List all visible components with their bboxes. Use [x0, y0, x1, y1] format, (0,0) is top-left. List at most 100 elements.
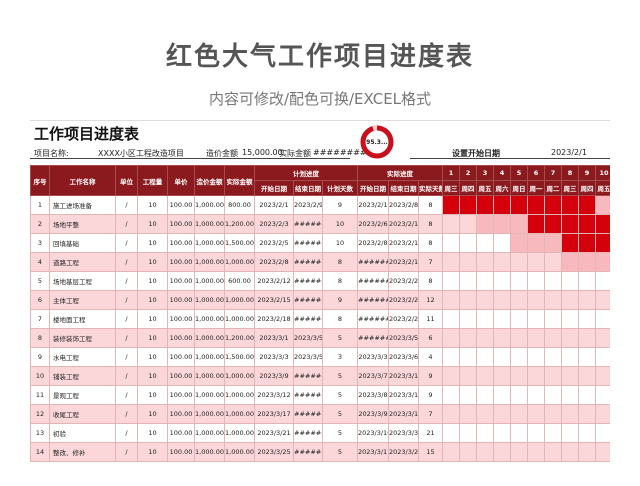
plan-start-cell[interactable]: 2023/3/25	[254, 442, 294, 462]
unit-cell[interactable]: /	[115, 442, 138, 462]
row-seq[interactable]: 8	[30, 328, 50, 348]
plan-end-cell[interactable]: ########	[293, 214, 323, 234]
plan-days-cell[interactable]: 5	[322, 385, 358, 405]
plan-days-cell[interactable]: 5	[322, 423, 358, 443]
price-cell[interactable]: 100.00	[167, 385, 195, 405]
task-name[interactable]: 楼地面工程	[49, 309, 116, 329]
row-seq[interactable]: 5	[30, 271, 50, 291]
row-seq[interactable]: 4	[30, 252, 50, 272]
qty-cell[interactable]: 10	[137, 252, 168, 272]
row-seq[interactable]: 11	[30, 385, 50, 405]
real-end-cell[interactable]: 2023/3/15	[388, 366, 419, 386]
real-end-cell[interactable]: 2023/3/15	[388, 404, 419, 424]
price-cell[interactable]: 100.00	[167, 214, 195, 234]
plan-end-cell[interactable]: ########	[293, 423, 323, 443]
cost-cell[interactable]: 1,000.00	[194, 404, 225, 424]
real-start-cell[interactable]: 2023/3/9	[357, 404, 389, 424]
task-name[interactable]: 初验	[49, 423, 116, 443]
cost-cell[interactable]: 1,000.00	[194, 423, 225, 443]
plan-end-cell[interactable]: ########	[293, 271, 323, 291]
plan-end-cell[interactable]: ########	[293, 404, 323, 424]
cost-cell[interactable]: 1,000.00	[194, 290, 225, 310]
task-name[interactable]: 水电工程	[49, 347, 116, 367]
unit-cell[interactable]: /	[115, 290, 138, 310]
unit-cell[interactable]: /	[115, 233, 138, 253]
row-seq[interactable]: 14	[30, 442, 50, 462]
real-days-cell[interactable]: 4	[418, 347, 443, 367]
plan-end-cell[interactable]: 2023/3/5	[293, 328, 323, 348]
qty-cell[interactable]: 10	[137, 347, 168, 367]
cost-cell[interactable]: 1,000.00	[194, 233, 225, 253]
price-cell[interactable]: 100.00	[167, 366, 195, 386]
unit-cell[interactable]: /	[115, 328, 138, 348]
real-start-cell[interactable]: 2023/3/8	[357, 385, 389, 405]
plan-days-cell[interactable]: 5	[322, 366, 358, 386]
unit-cell[interactable]: /	[115, 404, 138, 424]
real-start-cell[interactable]: ########	[357, 309, 389, 329]
row-seq[interactable]: 6	[30, 290, 50, 310]
real-days-cell[interactable]: 8	[418, 195, 443, 215]
plan-days-cell[interactable]: 8	[322, 252, 358, 272]
price-cell[interactable]: 100.00	[167, 328, 195, 348]
real-start-cell[interactable]: 2023/3/10	[357, 423, 389, 443]
plan-start-cell[interactable]: 2023/3/12	[254, 385, 294, 405]
plan-days-cell[interactable]: 5	[322, 404, 358, 424]
task-name[interactable]: 回填基础	[49, 233, 116, 253]
plan-start-cell[interactable]: 2023/2/15	[254, 290, 294, 310]
plan-days-cell[interactable]: 5	[322, 328, 358, 348]
price-cell[interactable]: 100.00	[167, 252, 195, 272]
plan-days-cell[interactable]: 10	[322, 214, 358, 234]
task-name[interactable]: 景观工程	[49, 385, 116, 405]
plan-end-cell[interactable]: 2023/3/5	[293, 347, 323, 367]
task-name[interactable]: 铺装工程	[49, 366, 116, 386]
real-start-cell[interactable]: 2023/3/7	[357, 366, 389, 386]
price-cell[interactable]: 100.00	[167, 309, 195, 329]
plan-end-cell[interactable]: ########	[293, 366, 323, 386]
plan-days-cell[interactable]: 9	[322, 195, 358, 215]
actual-cell[interactable]: 1,500.00	[224, 233, 255, 253]
real-end-cell[interactable]: 2023/2/22	[388, 271, 419, 291]
plan-end-cell[interactable]: ########	[293, 233, 323, 253]
plan-start-cell[interactable]: 2023/3/17	[254, 404, 294, 424]
unit-cell[interactable]: /	[115, 347, 138, 367]
qty-cell[interactable]: 10	[137, 442, 168, 462]
actual-cell[interactable]: 1,000.00	[224, 404, 255, 424]
actual-cell[interactable]: 800.00	[224, 195, 255, 215]
unit-cell[interactable]: /	[115, 214, 138, 234]
unit-cell[interactable]: /	[115, 195, 138, 215]
real-end-cell[interactable]: 2023/2/15	[388, 233, 419, 253]
row-seq[interactable]: 1	[30, 195, 50, 215]
qty-cell[interactable]: 10	[137, 271, 168, 291]
plan-start-cell[interactable]: 2023/3/21	[254, 423, 294, 443]
real-days-cell[interactable]: 7	[418, 252, 443, 272]
plan-start-cell[interactable]: 2023/2/12	[254, 271, 294, 291]
real-start-cell[interactable]: ########	[357, 290, 389, 310]
price-cell[interactable]: 100.00	[167, 404, 195, 424]
plan-end-cell[interactable]: ########	[293, 252, 323, 272]
plan-days-cell[interactable]: 9	[322, 290, 358, 310]
plan-start-cell[interactable]: 2023/2/3	[254, 214, 294, 234]
real-days-cell[interactable]: 15	[418, 442, 443, 462]
plan-start-cell[interactable]: 2023/2/1	[254, 195, 294, 215]
cost-cell[interactable]: 1,000.00	[194, 252, 225, 272]
plan-days-cell[interactable]: 10	[322, 233, 358, 253]
qty-cell[interactable]: 10	[137, 309, 168, 329]
actual-cell[interactable]: 1,000.00	[224, 385, 255, 405]
qty-cell[interactable]: 10	[137, 404, 168, 424]
unit-cell[interactable]: /	[115, 423, 138, 443]
real-start-cell[interactable]: ########	[357, 252, 389, 272]
task-name[interactable]: 场地基层工程	[49, 271, 116, 291]
price-cell[interactable]: 100.00	[167, 442, 195, 462]
cost-cell[interactable]: 1,000.00	[194, 366, 225, 386]
real-days-cell[interactable]: 7	[418, 404, 443, 424]
row-seq[interactable]: 3	[30, 233, 50, 253]
actual-cell[interactable]: 1,000.00	[224, 290, 255, 310]
task-name[interactable]: 场地平整	[49, 214, 116, 234]
row-seq[interactable]: 2	[30, 214, 50, 234]
task-name[interactable]: 道路工程	[49, 252, 116, 272]
qty-cell[interactable]: 10	[137, 385, 168, 405]
price-cell[interactable]: 100.00	[167, 347, 195, 367]
task-name[interactable]: 整改、修补	[49, 442, 116, 462]
plan-start-cell[interactable]: 2023/2/5	[254, 233, 294, 253]
real-end-cell[interactable]: 2023/2/28	[388, 309, 419, 329]
